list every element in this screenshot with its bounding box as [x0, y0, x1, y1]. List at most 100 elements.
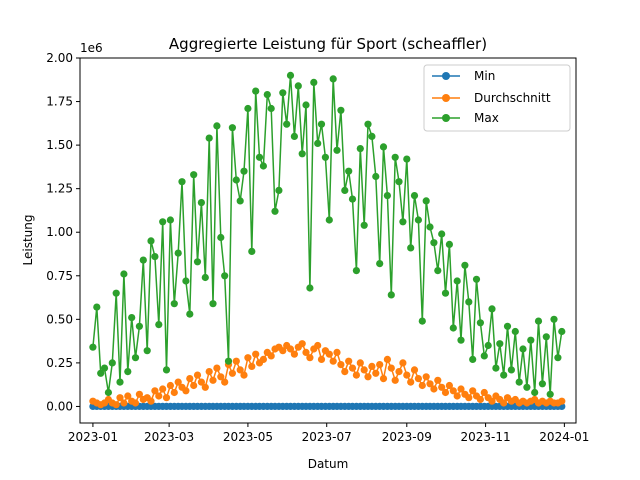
data-point-max: [461, 261, 469, 269]
data-point-durchschnitt: [352, 371, 360, 379]
data-point-durchschnitt: [302, 348, 310, 356]
x-axis-label: Datum: [308, 457, 349, 471]
data-point-max: [120, 270, 128, 278]
data-point-durchschnitt: [286, 345, 295, 353]
data-point-max: [286, 71, 295, 79]
data-point-durchschnitt: [399, 359, 407, 367]
x-tick-label: 2023-07: [302, 430, 352, 444]
x-tick-label: 2023-05: [223, 430, 273, 444]
data-point-durchschnitt: [135, 390, 143, 398]
data-point-durchschnitt: [376, 361, 384, 369]
data-point-max: [252, 87, 260, 95]
data-point-durchschnitt: [248, 362, 256, 370]
data-point-max: [290, 132, 298, 140]
series-max: [89, 71, 566, 398]
data-point-durchschnitt: [383, 355, 391, 363]
data-point-max: [314, 139, 322, 147]
data-point-max: [515, 378, 523, 386]
plot-frame: [79, 57, 577, 424]
data-point-max: [255, 153, 264, 161]
data-point-max: [469, 355, 477, 363]
data-point-durchschnitt: [372, 369, 380, 377]
data-point-max: [317, 120, 326, 128]
data-point-max: [418, 317, 426, 325]
data-point-max: [546, 390, 554, 398]
data-point-max: [112, 289, 120, 297]
y-axis-ticks: 0.00 0.25 0.50 0.75 1.00 1.25 1.50 1.75 2.00: [46, 51, 80, 413]
data-point-max: [395, 178, 403, 186]
data-point-max: [224, 357, 233, 365]
data-point-max: [244, 104, 252, 113]
data-point-max: [178, 178, 186, 186]
data-point-durchschnitt: [368, 362, 376, 370]
data-point-max: [391, 153, 399, 161]
data-point-max: [364, 120, 372, 128]
data-point-max: [143, 347, 151, 355]
data-point-max: [441, 289, 450, 297]
data-point-durchschnitt: [252, 350, 260, 358]
data-point-durchschnitt: [414, 375, 422, 383]
data-point-durchschnitt: [430, 385, 438, 393]
data-point-durchschnitt: [259, 355, 267, 363]
data-point-max: [294, 82, 302, 90]
data-point-durchschnitt: [317, 355, 326, 363]
data-point-max: [240, 167, 248, 175]
data-point-max: [170, 300, 178, 308]
data-point-max: [426, 223, 434, 231]
data-point-durchschnitt: [333, 348, 341, 356]
y-axis-label: Leistung: [21, 215, 35, 266]
series-layer: [89, 71, 566, 410]
data-point-durchschnitt: [337, 361, 345, 369]
data-point-durchschnitt: [279, 347, 287, 355]
data-point-durchschnitt: [360, 366, 368, 374]
y-tick-label: 0.50: [46, 312, 73, 326]
data-point-durchschnitt: [356, 359, 364, 367]
data-point-durchschnitt: [131, 399, 140, 407]
data-point-max: [414, 216, 422, 224]
data-point-max: [422, 197, 430, 205]
data-point-durchschnitt: [182, 387, 190, 395]
data-point-durchschnitt: [298, 340, 306, 348]
data-point-durchschnitt: [124, 392, 132, 400]
data-point-max: [453, 277, 461, 285]
legend-entry-max: Max: [432, 111, 499, 125]
data-point-durchschnitt: [379, 375, 388, 383]
legend-label-max: Max: [474, 111, 499, 125]
data-point-max: [550, 315, 558, 323]
y-tick-label: 0.75: [46, 269, 73, 283]
data-point-durchschnitt: [345, 357, 353, 365]
data-point-durchschnitt: [217, 373, 225, 381]
data-point-max: [248, 247, 256, 255]
data-point-durchschnitt: [476, 395, 484, 404]
data-point-durchschnitt: [306, 354, 314, 362]
data-point-max: [488, 305, 496, 313]
data-point-durchschnitt: [387, 364, 395, 372]
data-point-durchschnitt: [329, 357, 337, 365]
x-tick-label: 2024-01: [539, 430, 589, 444]
data-point-max: [205, 134, 213, 142]
data-point-max: [360, 221, 368, 229]
data-point-max: [356, 145, 364, 153]
data-point-max: [321, 153, 329, 161]
data-point-durchschnitt: [205, 368, 213, 376]
data-point-durchschnitt: [488, 397, 496, 405]
data-point-max: [507, 366, 515, 374]
data-point-max: [162, 366, 171, 374]
data-point-durchschnitt: [426, 380, 434, 388]
data-point-durchschnitt: [449, 387, 457, 395]
data-point-max: [155, 321, 163, 329]
data-point-max: [407, 244, 415, 252]
y-tick-label: 0.25: [46, 356, 73, 370]
data-point-max: [116, 378, 124, 386]
y-tick-label: 2.00: [46, 51, 73, 65]
data-point-max: [348, 195, 357, 203]
data-point-max: [345, 167, 353, 175]
data-point-durchschnitt: [465, 394, 473, 402]
data-point-max: [279, 89, 287, 97]
data-point-durchschnitt: [155, 392, 163, 400]
y-tick-label: 0.00: [46, 399, 73, 413]
data-point-max: [306, 284, 314, 292]
data-point-max: [337, 106, 345, 114]
data-point-max: [271, 207, 279, 215]
